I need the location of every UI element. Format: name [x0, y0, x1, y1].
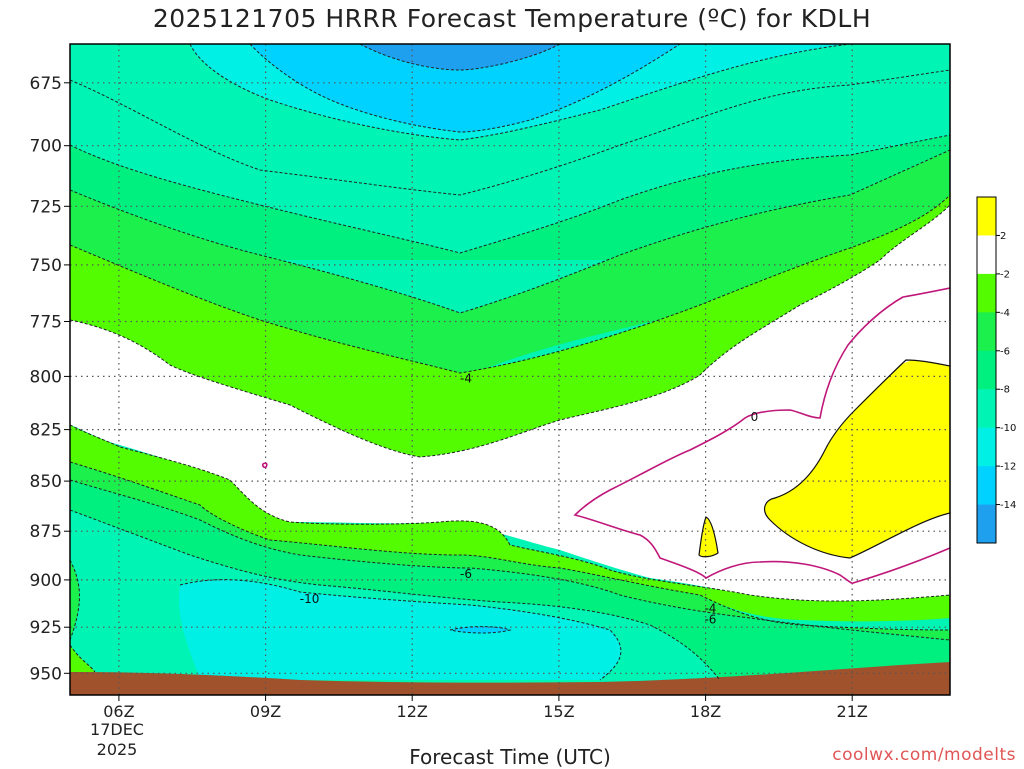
colorbar-frame: [976, 196, 997, 544]
y-tick-label: 875: [30, 522, 62, 542]
x-axis: 06Z 09Z 12Z 15Z 18Z 21Z: [103, 695, 868, 721]
x-date-label-year: 2025: [97, 740, 138, 759]
x-tick-label: 12Z: [397, 702, 428, 721]
y-tick-label: 900: [30, 571, 62, 591]
y-tick-label: 675: [30, 74, 62, 94]
plot-frame: [69, 43, 951, 696]
contour-lines: [70, 44, 950, 681]
colorbar-segment: [977, 466, 996, 506]
contour-line--2: [70, 194, 950, 374]
fill-band--12-to--14-low: [450, 626, 510, 633]
colorbar-segment: [977, 427, 996, 467]
contour-line--4: [70, 149, 950, 314]
contour-line--6: [70, 134, 950, 254]
x-tick-label: 18Z: [690, 702, 721, 721]
freezing-line-dot: [261, 462, 268, 469]
credit-text: coolwx.com/modelts: [832, 745, 1016, 765]
fill-band-above-2: [764, 360, 950, 558]
contour-line--10: [189, 44, 851, 141]
two-degree-contour-small: [698, 516, 719, 558]
contour-line--8: [70, 69, 950, 196]
colorbar-segment: [977, 312, 996, 352]
grid: [70, 44, 950, 695]
x-tick-label: 21Z: [837, 702, 868, 721]
contour-labels: -4-10-6-4-60: [300, 372, 759, 627]
y-tick-label: 800: [30, 367, 62, 387]
contour-line--10-low: [179, 579, 622, 681]
y-axis: 675 700 725 750 775 800 825 850 875 900 925 950: [30, 74, 70, 684]
contour-line--12: [249, 44, 681, 133]
contour-line--8-low: [70, 509, 721, 681]
terrain-fill: [70, 662, 950, 695]
fill-band--2-to--4-low: [70, 425, 950, 622]
fill-band--2-to--4: [70, 195, 950, 457]
colorbar-label: -10: [1000, 423, 1016, 434]
contour-line-left-2: [70, 644, 96, 673]
fill-band--4-to--6: [70, 150, 950, 375]
fill-band-0-to--2: [70, 205, 950, 608]
contour-label: -6: [460, 567, 472, 581]
chart-title: 2025121705 HRRR Forecast Temperature (ºC…: [152, 4, 872, 33]
colorbar-segment: [977, 235, 996, 275]
contour-line--12-low: [449, 626, 512, 634]
contour-label: -4: [460, 372, 472, 386]
contour-line-left-1: [70, 559, 80, 641]
colorbar-label: -12: [1000, 462, 1016, 473]
y-tick-label: 850: [30, 472, 62, 492]
colorbar-label: -4: [1000, 308, 1010, 319]
colorbar-label: -2: [1000, 269, 1010, 280]
temperature-fill-layer: [70, 44, 950, 695]
y-tick-label: 925: [30, 618, 62, 638]
contour-label: 0: [751, 410, 759, 424]
colorbar-label: -8: [1000, 385, 1010, 396]
contour-line--2-b: [70, 204, 950, 458]
x-tick-label: 09Z: [250, 702, 281, 721]
y-tick-label: 725: [30, 197, 62, 217]
contour-line--6-low: [70, 479, 950, 641]
contour-line--4-low: [70, 461, 950, 631]
fill-band--10-to--12-low: [179, 579, 621, 680]
freezing-line: [261, 287, 950, 585]
two-degree-contour: [698, 359, 950, 559]
x-tick-label: 06Z: [103, 702, 134, 721]
two-degree-contour-main: [763, 359, 950, 559]
fill-band-left-green-2: [70, 645, 95, 672]
contour-label: -4: [704, 601, 716, 615]
x-tick-label: 15Z: [543, 702, 574, 721]
y-tick-label: 700: [30, 137, 62, 157]
colorbar: 2 -2 -4 -6 -8 -10 -12 -14: [976, 196, 1016, 544]
colorbar-segment: [977, 273, 996, 313]
contour-label: -6: [704, 613, 716, 627]
colorbar-segment: [977, 389, 996, 429]
y-tick-label: 775: [30, 313, 62, 333]
colorbar-segment: [977, 197, 996, 236]
colorbar-label: 2: [1000, 231, 1006, 242]
contour-label: -10: [300, 592, 320, 606]
x-date-label-day: 17DEC: [90, 720, 144, 739]
freezing-line-main: [573, 287, 950, 585]
colorbar-segment: [977, 504, 996, 544]
colorbar-segment: [977, 350, 996, 390]
colorbar-label: -6: [1000, 346, 1010, 357]
contour-line--14: [359, 44, 561, 71]
x-axis-title: Forecast Time (UTC): [409, 745, 611, 769]
contour-line--2-low: [70, 424, 950, 602]
y-tick-label: 750: [30, 256, 62, 276]
colorbar-label: -14: [1000, 500, 1016, 511]
y-tick-label: 950: [30, 664, 62, 684]
fill-band--14-to--16: [360, 44, 560, 70]
y-tick-label: 825: [30, 421, 62, 441]
